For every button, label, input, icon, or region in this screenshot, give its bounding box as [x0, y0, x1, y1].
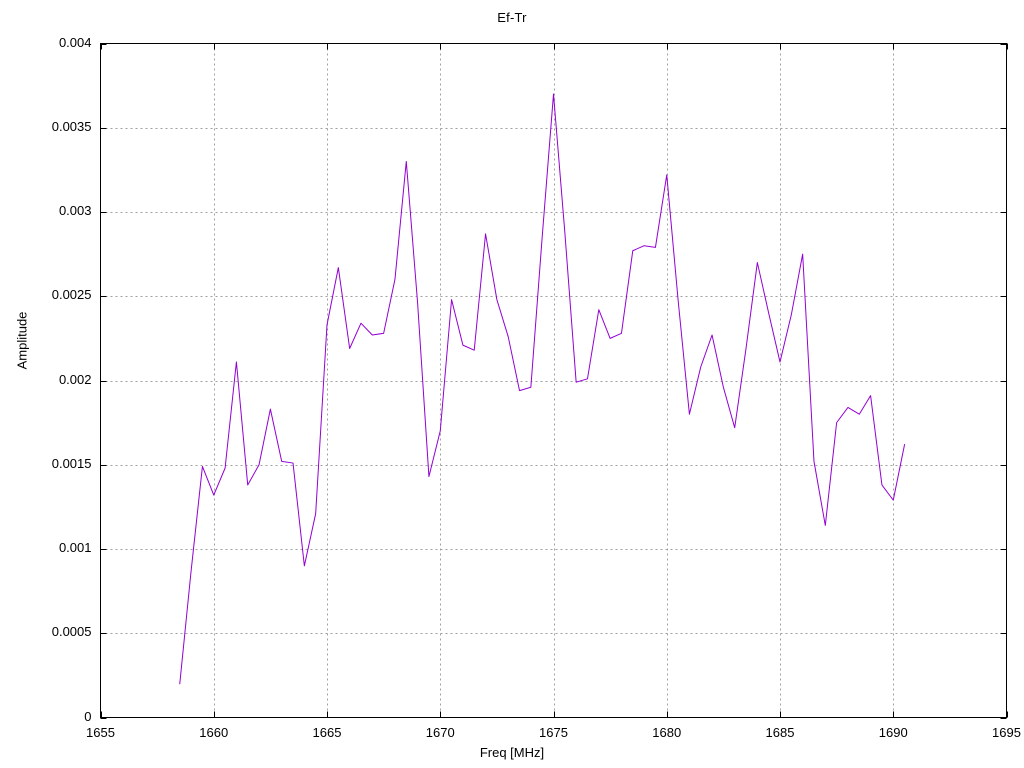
series-line-0 [179, 93, 906, 685]
y-tick-label: 0.0025 [51, 287, 92, 303]
x-tick-label: 1665 [312, 724, 342, 740]
x-tick-label: 1690 [878, 724, 908, 740]
y-tick-label: 0.001 [58, 540, 92, 555]
x-tick-label: 1680 [652, 724, 682, 740]
grid-lines [100, 43, 1007, 718]
y-tick-label: 0.003 [58, 203, 92, 218]
y-tick-label: 0.0015 [51, 455, 92, 471]
x-tick-label: 1685 [765, 724, 795, 740]
x-tick-label: 1660 [199, 724, 229, 740]
x-tick-label: 1670 [425, 724, 455, 740]
plot-frame [100, 43, 1007, 718]
y-tick-label: 0.004 [58, 34, 92, 50]
data-series [179, 93, 906, 685]
y-tick-label: 0 [84, 708, 92, 724]
y-tick-label: 0.002 [58, 371, 92, 387]
x-axis-label: Freq [MHz] [479, 745, 545, 760]
axis-ticks [100, 43, 1008, 719]
chart-title: Ef-Tr [497, 10, 527, 25]
x-tick-label: 1675 [539, 724, 568, 740]
y-tick-label: 0.0005 [51, 624, 92, 640]
y-tick-label: 0.0035 [51, 118, 92, 134]
x-tick-label: 1695 [992, 724, 1021, 740]
x-tick-label: 1655 [86, 724, 115, 740]
